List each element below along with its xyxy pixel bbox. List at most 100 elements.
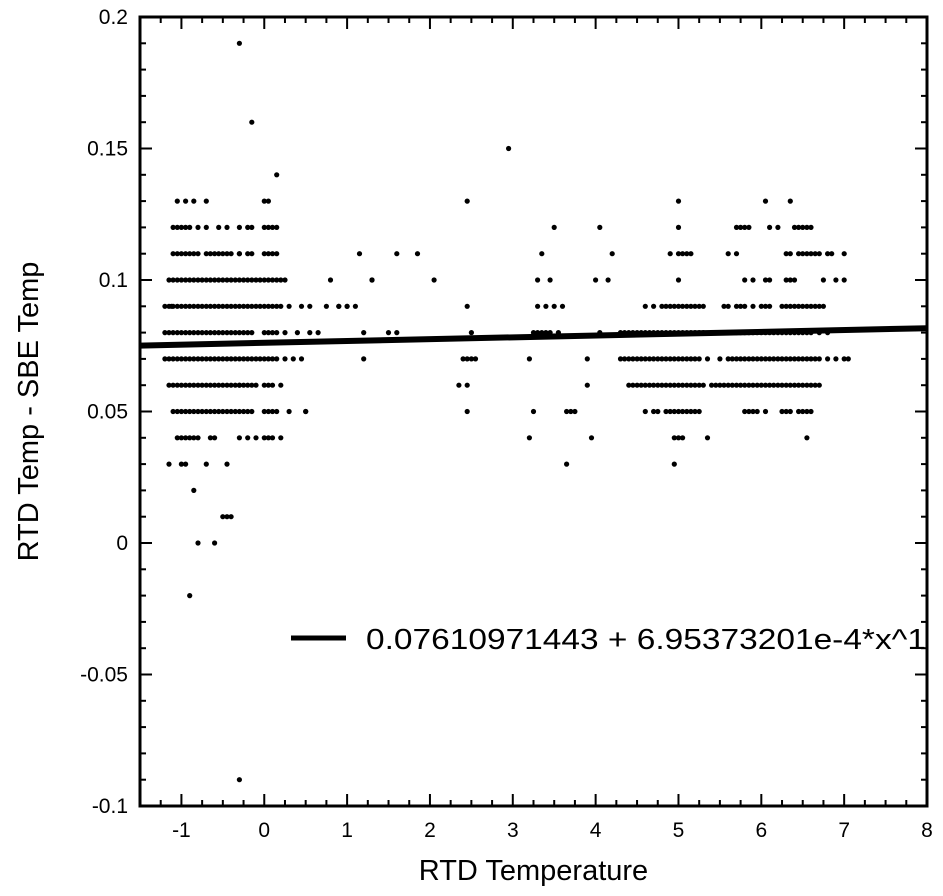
data-point [195,435,201,441]
data-point [170,277,176,283]
data-point [825,356,831,362]
data-point [265,435,271,441]
data-point [249,277,255,283]
data-point [738,303,744,309]
data-point [232,303,238,309]
data-point [675,408,682,415]
data-point [191,330,197,336]
data-point [684,303,690,309]
data-point [203,356,209,362]
data-point [236,408,242,415]
data-point [199,330,205,336]
data-point [298,356,305,362]
data-point [166,382,172,388]
data-point [771,382,777,388]
y-tick-label: 0.05 [87,401,128,424]
data-point [651,356,657,362]
data-point [220,514,226,520]
legend: 0.07610971443 + 6.95373201e-4*x^1 [291,624,926,656]
data-point [717,356,723,362]
data-point [195,540,201,546]
data-point [680,408,686,415]
data-point [663,382,669,388]
data-point [236,303,242,309]
data-point [269,251,276,257]
data-point [833,277,839,283]
data-point [195,251,201,257]
data-point [361,330,367,336]
data-point [725,303,731,309]
data-point [178,461,184,467]
data-point [257,303,263,309]
data-point [183,198,189,204]
data-point [187,251,193,257]
data-point [228,382,234,388]
data-point [729,356,735,362]
data-point [750,303,756,309]
data-point [298,303,305,309]
data-point [671,382,677,388]
data-point [323,303,329,309]
data-point [249,382,255,388]
fit-line [139,325,928,349]
data-point [700,303,706,309]
data-point [187,435,193,441]
x-tick-label: -1 [172,819,191,842]
data-point [787,198,793,204]
data-point [224,408,230,415]
data-point [183,251,189,257]
data-point [804,382,810,388]
data-point [709,382,715,388]
data-point [750,408,756,415]
data-point [236,277,242,283]
data-point [307,303,313,309]
data-point [253,382,259,388]
data-point [257,356,263,362]
data-point [269,330,276,336]
data-point [261,277,267,283]
data-point [746,356,752,362]
data-point [269,435,276,441]
x-tick-label: 2 [424,819,436,842]
x-tick-label: 5 [673,819,685,842]
data-point [261,303,267,309]
data-point [212,277,218,283]
data-point [530,408,537,415]
data-point [199,356,205,362]
data-point [216,382,222,388]
data-point [253,435,259,441]
data-point [667,251,673,257]
x-tick-label: 6 [755,819,767,842]
data-point [216,224,222,230]
data-point [742,408,748,415]
data-point [738,356,744,362]
data-point [464,382,470,388]
data-point [750,277,756,283]
data-point [195,224,201,230]
data-point [278,277,284,283]
data-point [767,303,773,309]
data-point [224,303,230,309]
data-point [680,356,686,362]
data-point [791,303,798,309]
data-point [228,277,234,283]
data-point [203,251,209,257]
data-point [166,356,172,362]
data-point [183,330,189,336]
data-point [651,303,657,309]
data-point [626,356,632,362]
data-point [224,514,230,520]
data-point [282,277,288,283]
data-point [630,382,636,388]
data-point [804,251,810,257]
data-point [692,356,698,362]
data-point [183,435,189,441]
data-point [278,435,284,441]
data-point [642,408,648,415]
data-point [659,356,665,362]
data-point [704,356,711,362]
data-point [212,251,218,257]
data-point [269,303,276,309]
data-point [269,408,276,415]
data-point [257,277,263,283]
